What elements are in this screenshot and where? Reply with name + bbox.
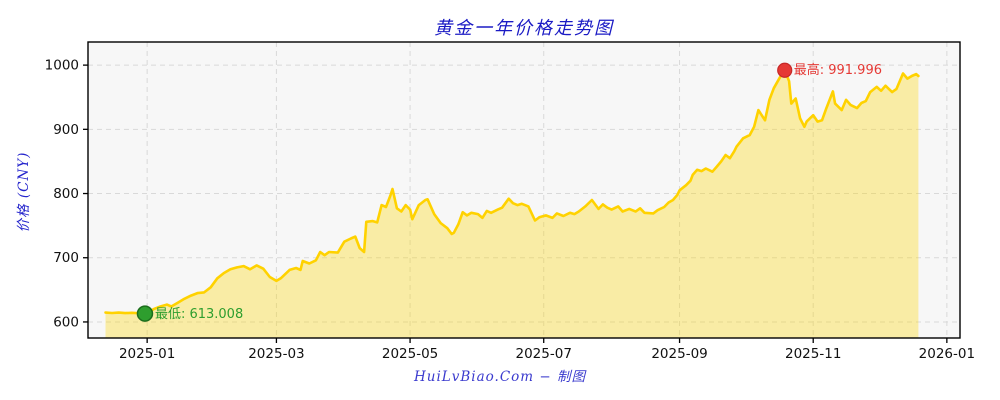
y-tick-label: 1000	[45, 58, 79, 74]
max-label: 最高: 991.996	[794, 62, 882, 78]
x-tick-label: 2025-03	[248, 346, 304, 362]
x-tick-label: 2025-01	[119, 346, 175, 362]
x-tick-label: 2025-07	[516, 346, 572, 362]
chart-title: 黄金一年价格走势图	[434, 18, 614, 39]
price-line	[104, 69, 920, 315]
y-tick-label: 700	[53, 250, 79, 266]
max-marker	[777, 62, 793, 78]
price-area	[105, 70, 919, 339]
x-tick-label: 2025-05	[382, 346, 438, 362]
plot-background	[88, 42, 960, 338]
y-tick-label: 800	[53, 186, 79, 202]
y-tick-label: 900	[53, 122, 79, 138]
min-marker	[136, 305, 154, 322]
min-label: 最低: 613.008	[155, 307, 243, 322]
y-tick-label: 600	[53, 314, 79, 330]
x-tick-label: 2025-11	[785, 346, 841, 362]
footer-credit: HuiLvBiao.Com − 制图	[414, 369, 586, 385]
y-axis-title: 价格 (CNY)	[16, 151, 32, 233]
plot-border	[87, 41, 961, 339]
x-tick-label: 2025-09	[651, 346, 707, 362]
x-tick-label: 2026-01	[919, 346, 975, 362]
